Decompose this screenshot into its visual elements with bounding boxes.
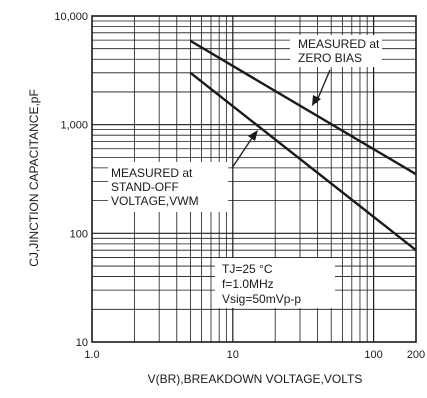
y-tick-label: 10 <box>76 337 88 349</box>
conditions-line-3: Vsig=50mVp-p <box>222 292 301 306</box>
plot-frame <box>91 15 417 343</box>
standoff-annotation: MEASURED at STAND-OFF VOLTAGE,VWM <box>108 130 258 212</box>
series-line-standoff <box>189 71 417 252</box>
zero-bias-annotation: MEASURED at ZERO BIAS <box>290 35 382 106</box>
y-axis-label: CJ,JINCTION CAPACITANCE,pF <box>27 89 41 267</box>
standoff-line-2: STAND-OFF <box>111 180 179 194</box>
y-tick-label: 1,000 <box>60 120 88 132</box>
x-tick-label: 100 <box>364 349 382 361</box>
x-axis-label: V(BR),BREAKDOWN VOLTAGE,VOLTS <box>148 372 363 386</box>
series-layer <box>189 39 417 252</box>
conditions-annotation: TJ=25 °C f=1.0MHz Vsig=50mVp-p <box>215 258 335 308</box>
x-tick-label: 10 <box>227 349 239 361</box>
y-tick-label: 100 <box>70 228 88 240</box>
x-tick-label: 200 <box>407 349 425 361</box>
series-line-zero-bias <box>189 39 417 176</box>
standoff-line-1: MEASURED at <box>111 166 193 180</box>
zero-bias-line-2: ZERO BIAS <box>298 51 362 65</box>
zero-bias-line-1: MEASURED at <box>298 37 380 51</box>
conditions-line-2: f=1.0MHz <box>222 277 274 291</box>
conditions-line-1: TJ=25 °C <box>222 262 273 276</box>
x-tick-label: 1.0 <box>84 349 99 361</box>
standoff-line-3: VOLTAGE,VWM <box>111 194 199 208</box>
y-tick-label: 10,000 <box>54 11 88 23</box>
